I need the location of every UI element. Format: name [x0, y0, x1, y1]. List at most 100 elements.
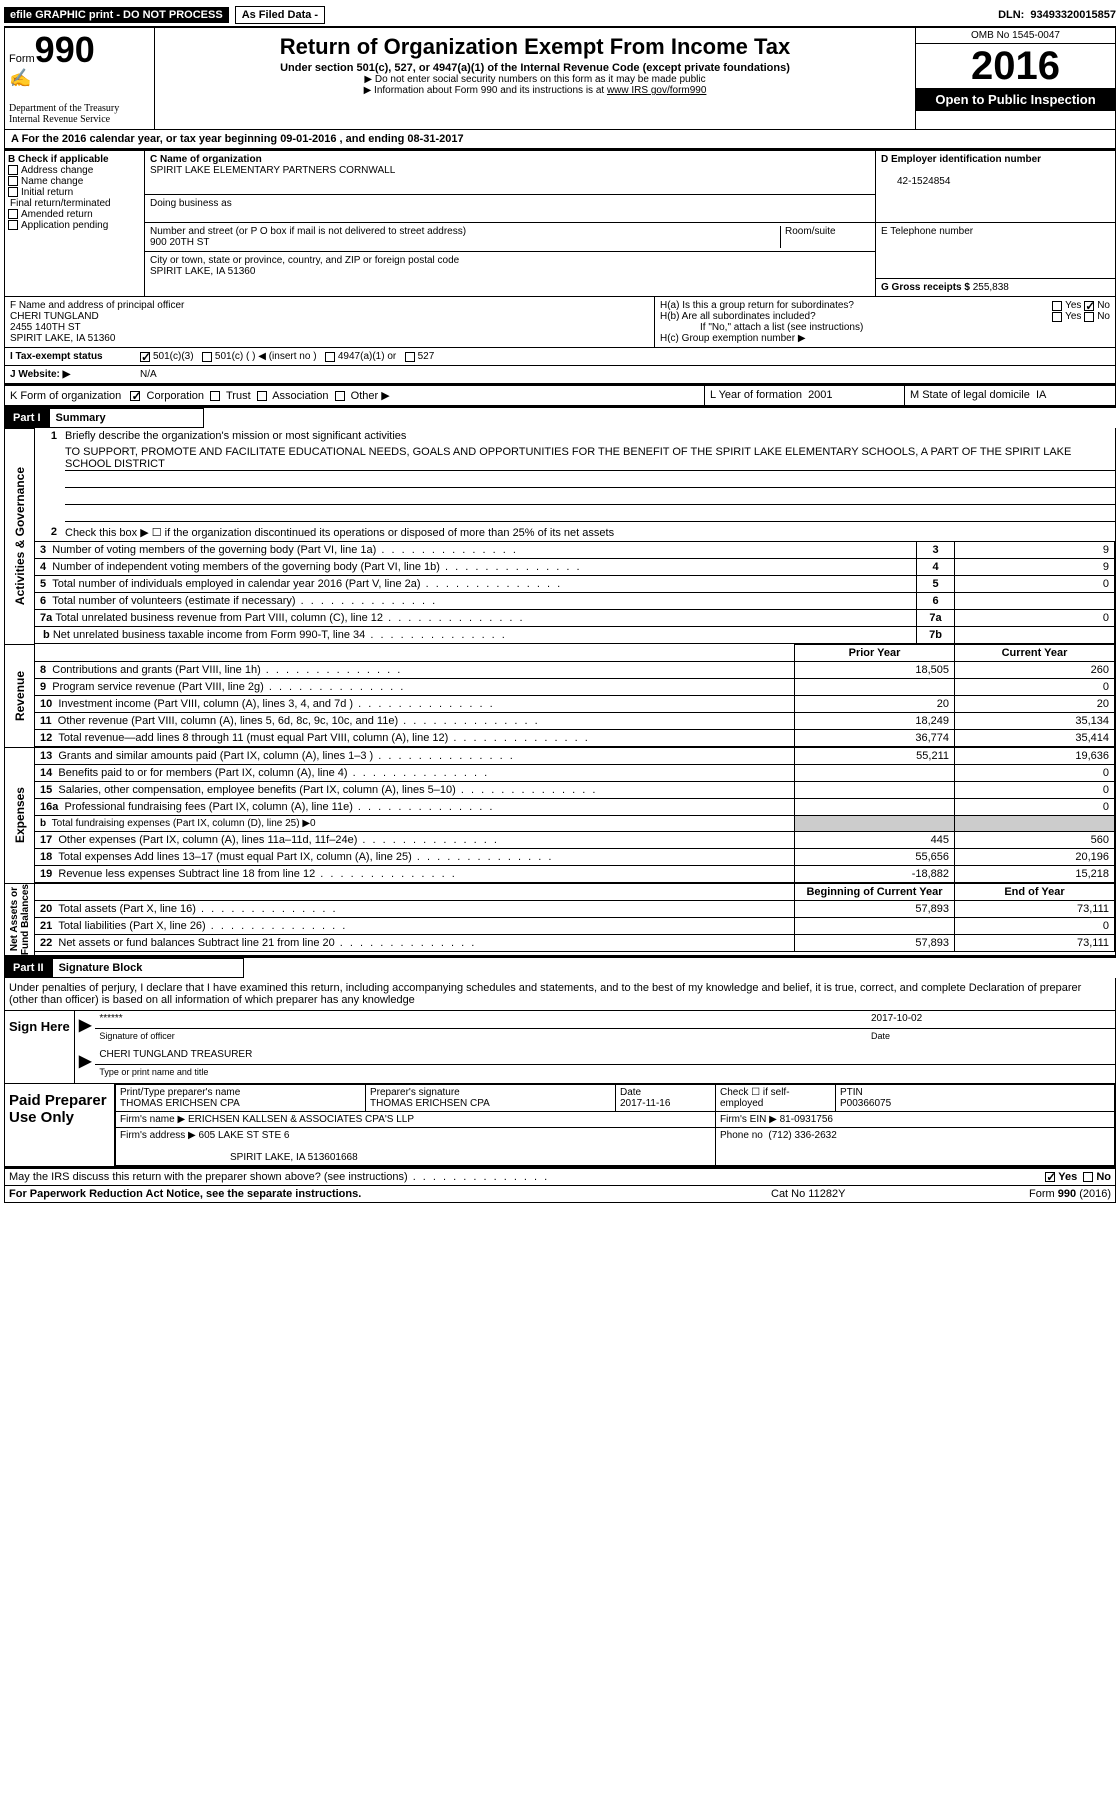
- ptin: P00366075: [840, 1098, 891, 1109]
- cb-hb-yes[interactable]: [1052, 312, 1062, 322]
- cb-ha-yes[interactable]: [1052, 301, 1062, 311]
- cb-other[interactable]: [335, 391, 345, 401]
- firm-name: ERICHSEN KALLSEN & ASSOCIATES CPA'S LLP: [188, 1114, 414, 1125]
- h-section: H(a) Is this a group return for subordin…: [655, 297, 1115, 347]
- website-value: N/A: [140, 369, 157, 380]
- cb-initial-return[interactable]: [8, 187, 18, 197]
- ha-label: H(a) Is this a group return for subordin…: [660, 300, 1052, 311]
- officer-name: CHERI TUNGLAND: [10, 311, 99, 322]
- cb-name-change[interactable]: [8, 176, 18, 186]
- column-c: C Name of organization SPIRIT LAKE ELEME…: [145, 151, 875, 296]
- room-label: Room/suite: [785, 226, 836, 237]
- column-b-checkboxes: B Check if applicable Address change Nam…: [5, 151, 145, 296]
- omb-number: OMB No 1545-0047: [916, 28, 1115, 44]
- l3-value: 9: [955, 542, 1115, 559]
- form-subtitle: Under section 501(c), 527, or 4947(a)(1)…: [163, 62, 907, 74]
- cb-501c[interactable]: [202, 352, 212, 362]
- cb-trust[interactable]: [210, 391, 220, 401]
- l7a-value: 0: [955, 610, 1115, 627]
- cb-corporation[interactable]: [130, 391, 140, 401]
- table-row: 22 Net assets or fund balances Subtract …: [35, 935, 1115, 952]
- note-ssn: ▶ Do not enter social security numbers o…: [163, 74, 907, 85]
- cb-501c3[interactable]: [140, 352, 150, 362]
- form-number: 990: [35, 29, 95, 70]
- table-row: 8 Contributions and grants (Part VIII, l…: [35, 662, 1115, 679]
- year-formation: 2001: [808, 389, 832, 401]
- cb-discuss-yes[interactable]: [1045, 1172, 1055, 1182]
- discuss-row: May the IRS discuss this return with the…: [4, 1167, 1116, 1186]
- sign-here-label: Sign Here: [5, 1011, 75, 1083]
- ein-value: 42-1524854: [881, 176, 950, 187]
- signature-declaration: Under penalties of perjury, I declare th…: [4, 978, 1116, 1010]
- hc-label: H(c) Group exemption number ▶: [660, 333, 1110, 344]
- org-name-label: C Name of organization: [150, 154, 262, 165]
- sign-here-block: Sign Here ▶ ****** 2017-10-02 Signature …: [4, 1010, 1116, 1084]
- col-b-title: B Check if applicable: [8, 154, 141, 165]
- dln-value: 93493320015857: [1030, 9, 1116, 21]
- table-row: 11 Other revenue (Part VIII, column (A),…: [35, 713, 1115, 730]
- form-title: Return of Organization Exempt From Incom…: [163, 34, 907, 60]
- paperwork-notice: For Paperwork Reduction Act Notice, see …: [9, 1188, 771, 1200]
- table-row: 21 Total liabilities (Part X, line 26)0: [35, 918, 1115, 935]
- firm-address: 605 LAKE ST STE 6: [199, 1130, 290, 1141]
- paid-preparer-label: Paid Preparer Use Only: [5, 1084, 115, 1166]
- form-footer: Form 990 (2016): [971, 1188, 1111, 1200]
- cb-4947[interactable]: [325, 352, 335, 362]
- part2-header: Part II Signature Block: [4, 958, 244, 978]
- firm-phone: (712) 336-2632: [768, 1130, 836, 1141]
- expenses-table: 13 Grants and similar amounts paid (Part…: [35, 747, 1115, 883]
- form-word: Form: [9, 53, 35, 65]
- header-left: Form990 ✍ Department of the Treasury Int…: [5, 28, 155, 129]
- cb-ha-no[interactable]: [1084, 301, 1094, 311]
- l4-value: 9: [955, 559, 1115, 576]
- line-i: I Tax-exempt status 501(c)(3) 501(c) ( )…: [4, 348, 1116, 366]
- vlabel-expenses: Expenses: [13, 787, 27, 843]
- section-bcd: B Check if applicable Address change Nam…: [4, 151, 1116, 297]
- officer-addr1: 2455 140TH ST: [10, 322, 81, 333]
- sig-date: 2017-10-02: [871, 1013, 1111, 1026]
- section-expenses: Expenses 13 Grants and similar amounts p…: [4, 747, 1116, 883]
- line-a-tax-year: A For the 2016 calendar year, or tax yea…: [4, 130, 1116, 151]
- table-row: 17 Other expenses (Part IX, column (A), …: [35, 832, 1115, 849]
- section-fh: F Name and address of principal officer …: [4, 297, 1116, 348]
- irs-link[interactable]: www IRS gov/form990: [607, 85, 706, 96]
- table-row: 14 Benefits paid to or for members (Part…: [35, 765, 1115, 782]
- table-row: 18 Total expenses Add lines 13–17 (must …: [35, 849, 1115, 866]
- form-header: Form990 ✍ Department of the Treasury Int…: [4, 26, 1116, 130]
- cb-association[interactable]: [257, 391, 267, 401]
- addr-label: Number and street (or P O box if mail is…: [150, 226, 466, 237]
- line-klm: K Form of organization Corporation Trust…: [4, 386, 1116, 408]
- footer-row: For Paperwork Reduction Act Notice, see …: [4, 1186, 1116, 1203]
- table-row: 15 Salaries, other compensation, employe…: [35, 782, 1115, 799]
- cat-no: Cat No 11282Y: [771, 1188, 971, 1200]
- principal-officer: F Name and address of principal officer …: [5, 297, 655, 347]
- mission-text: TO SUPPORT, PROMOTE AND FACILITATE EDUCA…: [65, 446, 1115, 471]
- header-right: OMB No 1545-0047 2016 Open to Public Ins…: [915, 28, 1115, 129]
- as-filed-label: As Filed Data -: [235, 6, 325, 24]
- officer-addr2: SPIRIT LAKE, IA 51360: [10, 333, 115, 344]
- table-row: 13 Grants and similar amounts paid (Part…: [35, 748, 1115, 765]
- table-row: 10 Investment income (Part VIII, column …: [35, 696, 1115, 713]
- tax-year: 2016: [916, 44, 1115, 88]
- note-info: ▶ Information about Form 990 and its ins…: [163, 85, 907, 96]
- gross-receipts-label: G Gross receipts $: [881, 282, 970, 293]
- cb-hb-no[interactable]: [1084, 312, 1094, 322]
- section-revenue: Revenue Prior YearCurrent Year 8 Contrib…: [4, 644, 1116, 747]
- table-row: 16a Professional fundraising fees (Part …: [35, 799, 1115, 816]
- preparer-table: Print/Type preparer's nameTHOMAS ERICHSE…: [115, 1084, 1115, 1166]
- hb-label: H(b) Are all subordinates included?: [660, 311, 1052, 322]
- summary-table-3-7: 3 Number of voting members of the govern…: [35, 541, 1115, 644]
- preparer-sig: THOMAS ERICHSEN CPA: [370, 1098, 490, 1109]
- dba-label: Doing business as: [150, 198, 232, 209]
- irs-label: Internal Revenue Service: [9, 114, 150, 125]
- cb-application-pending[interactable]: [8, 220, 18, 230]
- part1-header: Part I Summary: [4, 408, 204, 428]
- cb-discuss-no[interactable]: [1083, 1172, 1093, 1182]
- line-j-website: J Website: ▶ N/A: [4, 366, 1116, 386]
- paid-preparer-block: Paid Preparer Use Only Print/Type prepar…: [4, 1084, 1116, 1167]
- org-name: SPIRIT LAKE ELEMENTARY PARTNERS CORNWALL: [150, 165, 395, 176]
- vlabel-ag: Activities & Governance: [13, 467, 27, 605]
- cb-address-change[interactable]: [8, 165, 18, 175]
- cb-amended-return[interactable]: [8, 209, 18, 219]
- cb-527[interactable]: [405, 352, 415, 362]
